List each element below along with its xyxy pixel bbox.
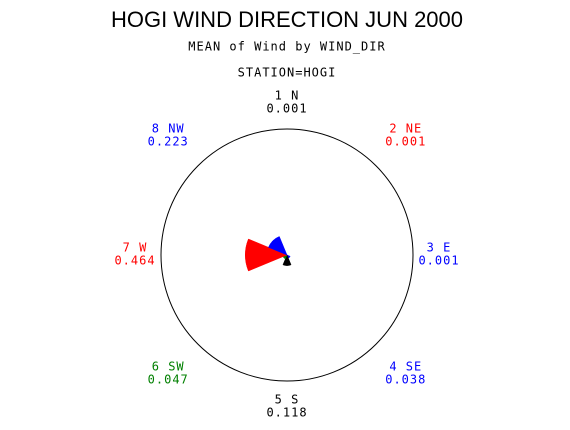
value-label: 0.001 <box>385 135 426 149</box>
direction-label: 2 NE <box>389 122 422 136</box>
chart-subtitle: MEAN of Wind by WIND_DIR <box>188 40 385 54</box>
direction-label: 1 N <box>275 89 300 103</box>
value-label: 0.047 <box>148 372 189 386</box>
wedge <box>245 238 288 272</box>
direction-label: 6 SW <box>152 359 185 373</box>
value-label: 0.001 <box>418 254 459 268</box>
wedge <box>282 254 292 266</box>
direction-label: 8 NW <box>152 122 185 136</box>
value-label: 0.038 <box>385 372 426 386</box>
direction-label: 4 SE <box>389 359 422 373</box>
value-label: 0.223 <box>148 135 189 149</box>
chart-title: HOGI WIND DIRECTION JUN 2000 <box>111 7 463 32</box>
group-label: STATION=HOGI <box>238 66 337 80</box>
direction-label: 7 W <box>123 241 148 255</box>
outer-circle <box>160 128 414 382</box>
direction-label: 5 S <box>275 393 300 407</box>
value-label: 0.464 <box>114 254 155 268</box>
value-label: 0.118 <box>266 406 307 420</box>
value-label: 0.001 <box>266 102 307 116</box>
direction-label: 3 E <box>427 241 452 255</box>
wedge <box>268 236 288 256</box>
